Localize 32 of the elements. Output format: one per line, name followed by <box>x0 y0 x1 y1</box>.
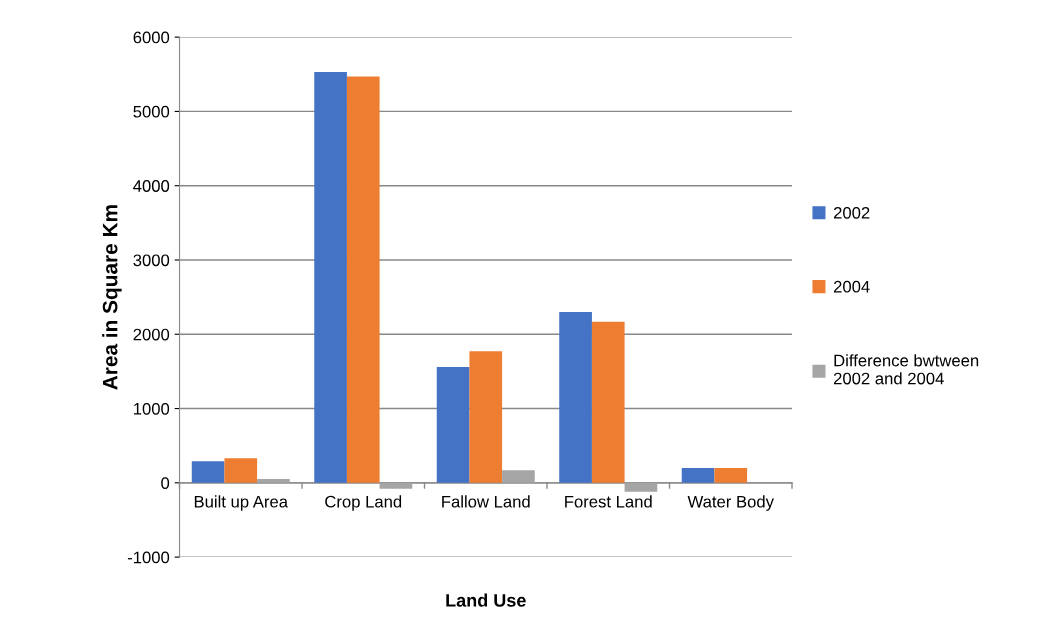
y-tick-label: 3000 <box>133 254 170 267</box>
y-tick-label: 4000 <box>133 180 170 192</box>
bar <box>436 366 470 483</box>
x-tick-label: Fallow Land <box>442 495 530 508</box>
bar <box>224 458 258 483</box>
bar <box>502 470 535 483</box>
bar <box>681 467 715 483</box>
bar <box>346 76 380 483</box>
x-tick-label: Built up Area <box>194 495 289 511</box>
legend-label: Difference bwtween 2002 and 2004 <box>833 354 979 385</box>
bar <box>191 461 225 483</box>
bar <box>714 467 748 483</box>
bar <box>559 311 592 483</box>
y-tick-label: 5000 <box>133 105 170 118</box>
bar <box>624 482 658 492</box>
legend-label: 2004 <box>833 280 870 293</box>
y-tick-label: 1000 <box>134 402 170 415</box>
y-tick-label: 6000 <box>133 31 170 44</box>
bar <box>314 72 347 483</box>
x-tick-label: Water Body <box>687 495 774 511</box>
bar <box>257 479 290 483</box>
bar <box>379 482 413 489</box>
bar <box>591 321 625 483</box>
bar <box>469 351 503 483</box>
x-tick-label: Crop Land <box>325 495 402 511</box>
x-tick-label: Forest Land <box>565 495 652 508</box>
y-tick-label: 0 <box>161 477 170 490</box>
x-axis-title: Land Use <box>446 593 526 607</box>
y-tick-label: 2000 <box>133 328 170 341</box>
y-axis-title: Area in Square Km <box>102 205 122 390</box>
legend-label: 2002 <box>833 206 870 219</box>
y-tick-label: -1000 <box>127 551 170 564</box>
